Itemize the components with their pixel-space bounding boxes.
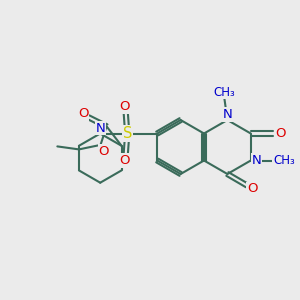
Text: O: O bbox=[247, 182, 257, 196]
Text: O: O bbox=[98, 145, 109, 158]
Text: S: S bbox=[122, 126, 132, 141]
Text: N: N bbox=[223, 108, 232, 121]
Text: N: N bbox=[251, 154, 261, 167]
Text: O: O bbox=[78, 107, 88, 120]
Text: O: O bbox=[275, 127, 286, 140]
Text: CH₃: CH₃ bbox=[273, 154, 295, 167]
Text: N: N bbox=[95, 122, 105, 135]
Text: CH₃: CH₃ bbox=[214, 86, 235, 99]
Text: O: O bbox=[119, 100, 130, 113]
Text: O: O bbox=[119, 154, 130, 167]
